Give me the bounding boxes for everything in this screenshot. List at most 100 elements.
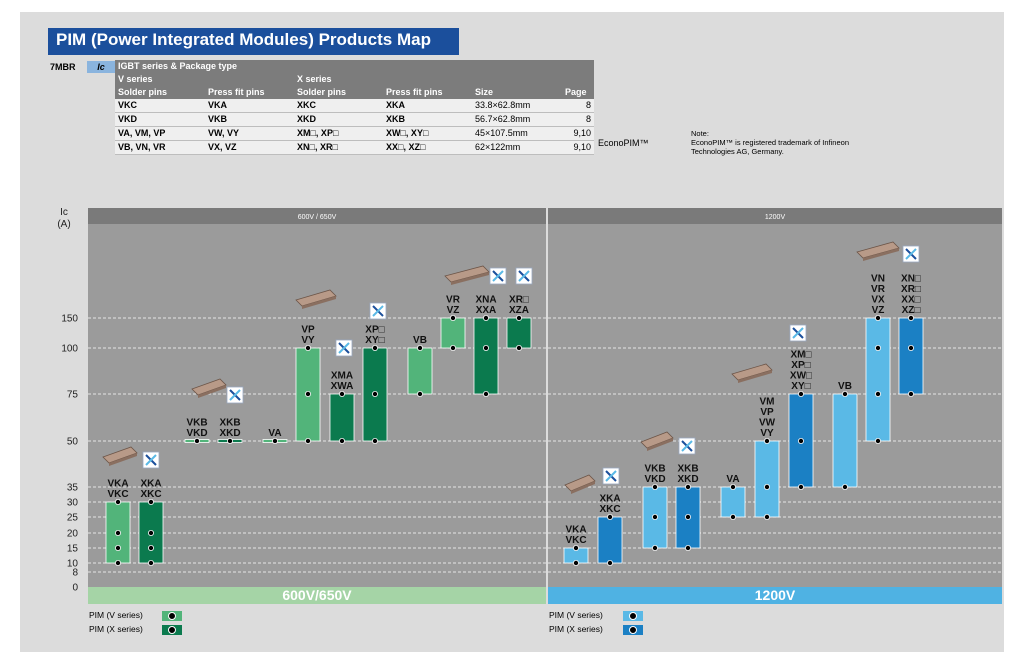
legend-x-label-1200: PIM (X series) [549,624,603,634]
current-dot [371,437,378,444]
bar-label: XR□ [509,295,529,306]
cell-size: 56.7×62.8mm [475,114,531,124]
bar-label: VA [726,474,739,485]
module-side [302,296,336,309]
part-prefix: 7MBR [50,62,76,72]
bar-label: XR□ [901,284,921,295]
col-v-solder-header: Solder pins [115,86,205,99]
module-side [109,453,137,466]
y-axis-unit: (A) [57,219,70,230]
cell-page: 8 [585,114,591,124]
icon-stroke [229,389,241,401]
bar-label: XMA [331,371,353,382]
note-text: EconoPIM™ is registered trademark of Inf… [691,138,849,156]
bar-label: VZ [447,305,460,316]
table-row: VB, VN, VR VX, VZ XN□, XR□ XX□, XZ□ 62×1… [115,140,594,155]
y-tick-label: 150 [61,314,78,325]
current-dot [908,314,915,321]
range-bar [440,317,466,349]
bar-label: XKC [140,489,161,500]
cell-x-solder: XN□, XR□ [297,142,338,152]
cell-x-press: XKA [386,100,406,110]
y-tick-label: 30 [67,498,79,509]
current-dot [685,514,692,521]
section-header-label: 600V / 650V [298,214,337,221]
range-bar [473,317,499,395]
cell-size: 33.8×62.8mm [475,100,531,110]
icon-stroke [145,454,157,466]
legend-v-label-1200: PIM (V series) [549,610,603,620]
legend-dot [629,612,637,620]
cell-v-press: VX, VZ [208,142,237,152]
cell-x-press: XKB [386,114,406,124]
bar-label: XP□ [791,360,810,371]
current-dot [147,545,154,552]
legend-v-swatch-1200 [623,611,643,621]
current-dot [226,437,233,444]
module-package-icon [564,474,596,494]
legend-dot [168,612,176,620]
bar-label: XZ□ [902,305,921,316]
table-group-header: IGBT series & Package type [115,60,472,73]
table-row: VKC VKA XKC XKA 33.8×62.8mm 8 [115,99,594,113]
y-tick-label: 20 [67,529,79,540]
section-footer-bar [88,587,546,604]
press-fit-icon [902,245,920,263]
module-side [647,438,673,451]
current-dot [875,314,882,321]
y-tick-label: 25 [67,513,79,524]
section-footer-label: 600V/650V [282,587,352,603]
legend-dot [629,626,637,634]
bar-label: XY□ [365,335,384,346]
press-fit-icon [515,267,533,285]
module-side [451,272,489,285]
section-header-bg [548,208,1002,224]
range-bar [506,317,532,349]
bar-label: XZA [509,305,529,316]
section-panel [548,224,1002,587]
current-dot [875,344,882,351]
cell-v-solder: VA, VM, VP [118,128,166,138]
y-axis-label: Ic [60,207,68,218]
current-dot [115,498,122,505]
legend-x-swatch-1200 [623,625,643,635]
icon-stroke [605,470,617,482]
col-size-header: Size [472,60,562,99]
current-dot [147,498,154,505]
current-dot [304,344,311,351]
col-x-press-header: Press fit pins [383,86,472,99]
cell-x-press: XX□, XZ□ [386,142,426,152]
current-dot [115,545,122,552]
y-tick-label: 75 [67,390,79,401]
current-dot [908,344,915,351]
bar-label: VN [871,274,885,285]
bar-label: XN□ [901,274,921,285]
module-package-icon [856,241,900,261]
cell-v-solder: VKD [118,114,138,124]
range-bar [754,440,780,518]
bar-label: XKB [677,464,698,475]
legend-x-label: PIM (X series) [89,624,143,634]
icon-stroke [905,248,917,260]
y-tick-label: 15 [67,544,79,555]
y-tick-label: 0 [72,583,78,594]
ic-tag: Ic [87,61,115,73]
bar-label: VP [760,407,774,418]
module-side [198,385,226,398]
current-dot [482,314,489,321]
section-header-label: 1200V [765,214,786,221]
legend-dot [168,626,176,634]
current-dot [371,390,378,397]
bar-label: XKD [677,474,698,485]
table-row: VKD VKB XKD XKB 56.7×62.8mm 8 [115,112,594,127]
current-dot [147,530,154,537]
bar-label: VKD [644,474,665,485]
bar-label: XKA [140,479,161,490]
icon-stroke [338,342,350,354]
current-dot [652,483,659,490]
current-dot [685,483,692,490]
range-bar [720,486,746,518]
bar-label: VB [838,381,852,392]
section-footer-bar [548,587,1002,604]
module-package-icon [295,289,337,309]
